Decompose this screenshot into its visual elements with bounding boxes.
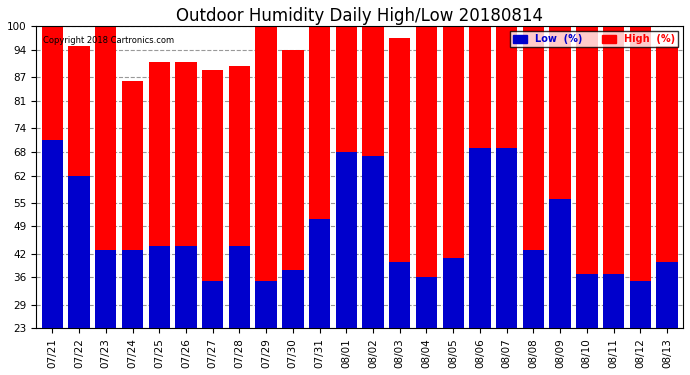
Bar bbox=[629, 281, 651, 328]
Bar bbox=[255, 27, 277, 328]
Bar bbox=[549, 27, 571, 328]
Legend: Low  (%), High  (%): Low (%), High (%) bbox=[510, 32, 678, 47]
Bar bbox=[95, 27, 117, 328]
Bar bbox=[282, 50, 304, 328]
Bar bbox=[68, 176, 90, 328]
Bar bbox=[603, 273, 624, 328]
Bar bbox=[122, 250, 144, 328]
Bar bbox=[523, 27, 544, 328]
Bar bbox=[389, 262, 411, 328]
Bar bbox=[603, 27, 624, 328]
Bar bbox=[335, 27, 357, 328]
Bar bbox=[228, 246, 250, 328]
Bar bbox=[95, 250, 117, 328]
Bar bbox=[523, 250, 544, 328]
Bar bbox=[442, 27, 464, 328]
Bar bbox=[469, 27, 491, 328]
Bar bbox=[309, 219, 331, 328]
Bar bbox=[656, 46, 678, 328]
Bar bbox=[416, 27, 437, 328]
Bar bbox=[656, 262, 678, 328]
Title: Outdoor Humidity Daily High/Low 20180814: Outdoor Humidity Daily High/Low 20180814 bbox=[176, 7, 543, 25]
Bar bbox=[228, 66, 250, 328]
Text: Copyright 2018 Cartronics.com: Copyright 2018 Cartronics.com bbox=[43, 36, 174, 45]
Bar bbox=[202, 70, 224, 328]
Bar bbox=[282, 270, 304, 328]
Bar bbox=[175, 246, 197, 328]
Bar bbox=[148, 62, 170, 328]
Bar bbox=[549, 199, 571, 328]
Bar bbox=[442, 258, 464, 328]
Bar bbox=[496, 148, 518, 328]
Bar bbox=[41, 27, 63, 328]
Bar bbox=[389, 38, 411, 328]
Bar bbox=[335, 152, 357, 328]
Bar bbox=[576, 27, 598, 328]
Bar bbox=[629, 27, 651, 328]
Bar bbox=[469, 148, 491, 328]
Bar bbox=[416, 278, 437, 328]
Bar bbox=[202, 281, 224, 328]
Bar bbox=[576, 273, 598, 328]
Bar bbox=[41, 140, 63, 328]
Bar bbox=[362, 27, 384, 328]
Bar bbox=[362, 156, 384, 328]
Bar bbox=[68, 46, 90, 328]
Bar bbox=[122, 81, 144, 328]
Bar bbox=[148, 246, 170, 328]
Bar bbox=[496, 27, 518, 328]
Bar bbox=[255, 281, 277, 328]
Bar bbox=[309, 27, 331, 328]
Bar bbox=[175, 62, 197, 328]
